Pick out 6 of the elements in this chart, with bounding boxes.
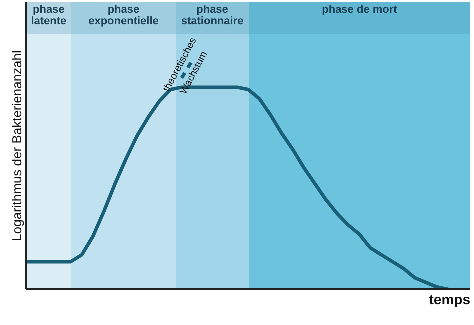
text: phase exponentielle	[88, 4, 159, 28]
y-axis-title: Logarithmus der Bakterienanzahl	[10, 50, 24, 242]
text: phase stationnaire	[181, 4, 244, 28]
x-axis-title: temps	[429, 292, 471, 308]
text: phase latente	[31, 4, 67, 28]
text: phase de mort	[322, 4, 398, 16]
